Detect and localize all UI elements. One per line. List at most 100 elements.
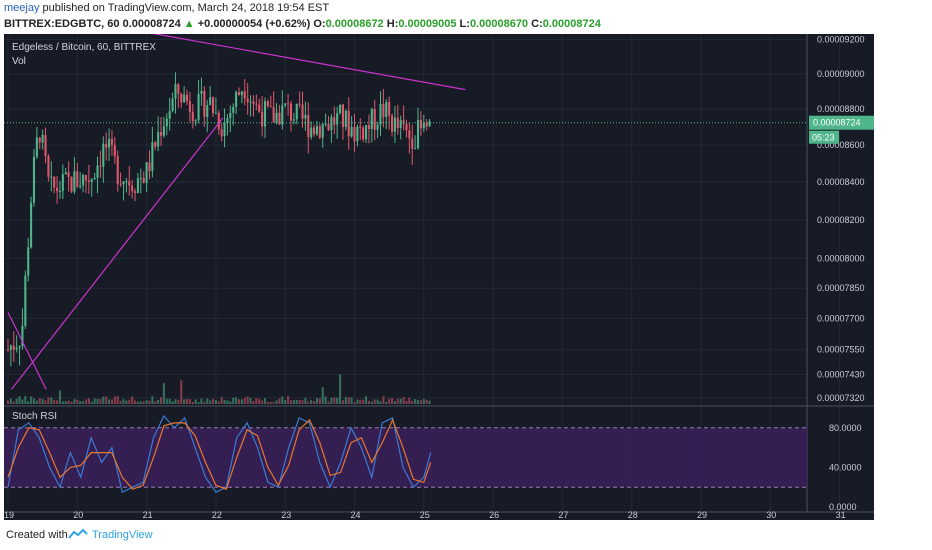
candle-body xyxy=(333,117,336,125)
volume-bar xyxy=(157,399,160,404)
candle-body xyxy=(304,114,307,119)
stoch-k-line xyxy=(7,414,432,494)
price-axis-label: 0.00007700 xyxy=(817,313,865,323)
candle-body xyxy=(330,117,333,131)
pane-title: Edgeless / Bitcoin, 60, BITTREX xyxy=(12,42,156,53)
price-axis-label: 0.00007550 xyxy=(817,344,865,354)
volume-bar xyxy=(131,396,134,404)
candle-body xyxy=(188,101,191,112)
author-link[interactable]: meejay xyxy=(4,2,40,14)
volume-bar xyxy=(206,398,209,404)
volume-bar xyxy=(379,401,382,404)
volume-bar xyxy=(416,400,420,404)
tradingview-brand[interactable]: TradingView xyxy=(92,529,153,541)
time-axis-label: 31 xyxy=(836,510,846,520)
volume-bar xyxy=(324,396,327,404)
time-axis-label: 23 xyxy=(281,510,291,520)
candle-body xyxy=(411,138,414,149)
volume-bar xyxy=(414,399,417,404)
stoch-axis-label: 80.0000 xyxy=(829,423,862,433)
candle-body xyxy=(220,129,223,137)
volume-bar xyxy=(310,399,313,404)
volume-bar xyxy=(419,400,422,404)
low-label: L: xyxy=(459,18,470,30)
candle-body xyxy=(405,123,408,131)
candle-body xyxy=(24,275,27,326)
volume-bar xyxy=(50,397,53,404)
volume-bar xyxy=(154,401,157,404)
close-value: 0.00008724 xyxy=(542,18,601,30)
candle-body xyxy=(87,180,90,182)
chart-svg[interactable]: 0.00009200 0.00009000 0.00008800 0.00008600… xyxy=(4,34,874,520)
candle-body xyxy=(21,325,24,347)
candle-body xyxy=(157,132,160,147)
volume-bar xyxy=(119,400,122,404)
candle-body xyxy=(356,126,359,142)
volume-bar xyxy=(359,399,362,404)
price-axis-label: 0.00008400 xyxy=(817,177,865,187)
time-axis-label: 20 xyxy=(73,510,83,520)
candle-body xyxy=(82,174,85,186)
volume-bar xyxy=(180,380,183,404)
candle-body xyxy=(318,126,321,138)
candle-body xyxy=(284,103,287,106)
chart-area[interactable]: 0.00009200 0.00009000 0.00008800 0.00008600… xyxy=(4,34,874,520)
candle-body xyxy=(56,187,59,192)
candle-body xyxy=(6,349,10,351)
candle-body xyxy=(428,121,431,127)
volume-bar xyxy=(61,401,64,404)
volume-bar xyxy=(428,400,431,404)
candle-body xyxy=(292,119,295,121)
volume-bar xyxy=(21,399,24,404)
candle-body xyxy=(47,156,50,177)
time-axis-label: 30 xyxy=(766,510,776,520)
volume-bar xyxy=(315,397,319,404)
candle-body xyxy=(73,171,76,192)
candle-body xyxy=(70,176,73,192)
candle-body xyxy=(237,92,241,96)
volume-bar xyxy=(84,399,88,404)
candle-body xyxy=(278,112,281,125)
high-value: 0.00009005 xyxy=(398,18,457,30)
high-label: H: xyxy=(386,18,399,30)
candle-body xyxy=(131,185,134,192)
candle-body xyxy=(58,190,62,192)
candle-body xyxy=(287,103,290,105)
stoch-rsi-band xyxy=(4,427,807,488)
candle-body xyxy=(191,111,194,122)
candle-body xyxy=(367,125,370,130)
candle-body xyxy=(382,103,385,118)
ohlc-line: BITTREX:EDGBTC, 60 0.00008724 ▲ +0.00000… xyxy=(4,18,601,30)
volume-bar xyxy=(353,401,356,404)
candle-body xyxy=(102,143,105,167)
price-axis-label: 0.00008000 xyxy=(817,254,865,264)
stoch-d-line xyxy=(7,418,432,490)
candle-body xyxy=(180,93,183,103)
candle-body xyxy=(125,181,128,183)
time-axis-label: 29 xyxy=(697,510,707,520)
candle-body xyxy=(108,138,111,148)
volume-bar xyxy=(252,400,255,404)
candle-body xyxy=(15,347,18,350)
candle-body xyxy=(327,123,330,131)
candle-body xyxy=(214,112,217,114)
candle-body xyxy=(226,118,229,123)
volume-bar xyxy=(275,400,278,404)
volume-bar xyxy=(9,398,12,404)
volume-bar xyxy=(313,400,316,404)
volume-bar xyxy=(116,396,119,404)
volume-bar xyxy=(211,399,215,404)
countdown-badge-box xyxy=(809,130,839,144)
candle-body xyxy=(99,165,102,167)
candle-body xyxy=(422,122,425,129)
candle-body xyxy=(209,97,212,106)
price-axis-label: 0.00007430 xyxy=(817,369,865,379)
candle-body xyxy=(145,162,148,183)
candle-body xyxy=(379,103,382,125)
volume-bar xyxy=(298,399,301,404)
candle-body xyxy=(12,345,15,350)
volume-bar xyxy=(185,398,189,404)
volume-bar xyxy=(30,396,33,404)
open-label: O: xyxy=(313,18,326,30)
candle-body xyxy=(263,101,267,127)
